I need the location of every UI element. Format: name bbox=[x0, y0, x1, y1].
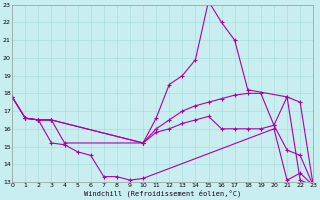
X-axis label: Windchill (Refroidissement éolien,°C): Windchill (Refroidissement éolien,°C) bbox=[84, 190, 241, 197]
